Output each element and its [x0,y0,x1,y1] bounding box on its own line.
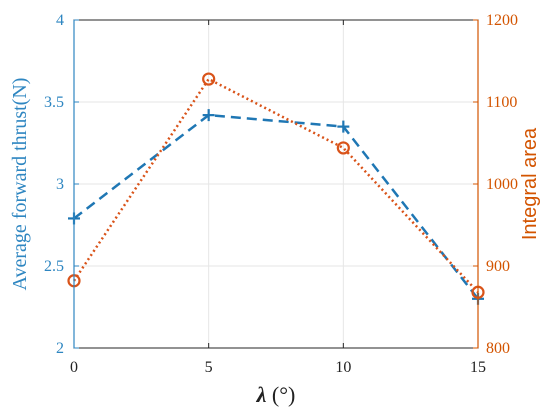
y-right-tick-label: 1200 [486,12,518,29]
x-tick-label: 15 [470,359,486,376]
data-point-circle [202,72,216,86]
x-tick-label: 10 [335,359,351,376]
data-point-circle [336,141,350,155]
y-axis-right-label: Integral area [519,127,541,240]
y-left-tick-label: 4 [56,12,64,29]
data-point-plus [202,109,215,122]
x-tick-label: 0 [70,359,78,376]
x-axis-label: λ (°) [256,382,296,407]
series-line-left [73,113,479,300]
y-right-tick-label: 1000 [486,176,518,193]
data-point-plus [337,120,350,133]
x-axis-label-unit: (°) [266,382,295,407]
x-axis-label-symbol: λ [256,382,267,407]
y-left-tick-label: 2.5 [44,258,64,275]
y-left-tick-label: 3.5 [44,94,64,111]
y-right-tick-label: 900 [486,258,510,275]
series-line-right [72,77,479,294]
series-layer [67,72,485,305]
y-left-tick-label: 2 [56,340,64,357]
y-axis-left-label: Average forward thrust(N) [9,78,31,291]
x-tick-label: 5 [205,359,213,376]
y-right-tick-label: 800 [486,340,510,357]
grid [73,19,479,349]
ticks: 0 5 10 15 2 2.5 3 3.5 4 800 900 1000 1100 1200 [44,12,518,376]
y-left-tick-label: 3 [56,176,64,193]
y-right-tick-label: 1100 [486,94,517,111]
